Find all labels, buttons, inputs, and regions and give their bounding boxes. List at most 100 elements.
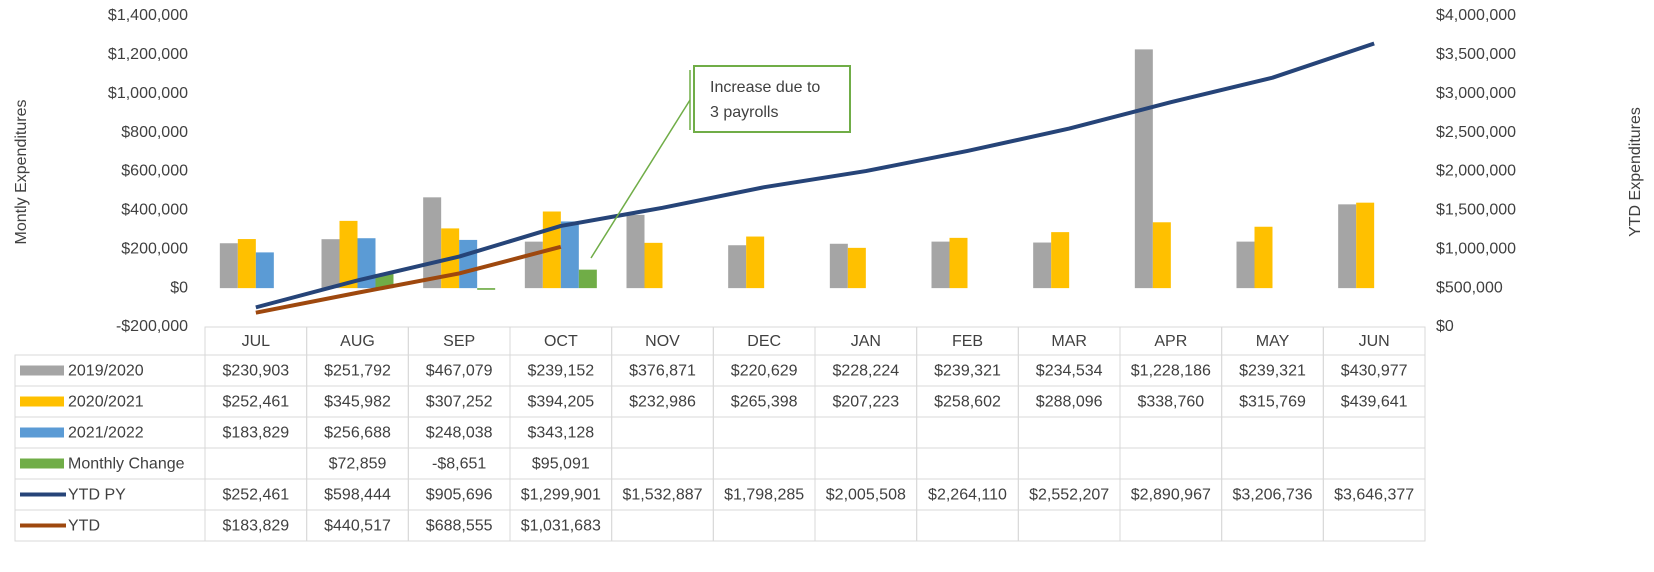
table-value: $343,128 xyxy=(527,425,594,442)
table-value: $439,641 xyxy=(1341,394,1408,411)
bar xyxy=(375,273,394,289)
legend-label: 2021/2022 xyxy=(68,425,144,442)
x-tick-label: APR xyxy=(1154,333,1187,350)
table-cell xyxy=(1322,447,1426,480)
annotation: Increase due to 3 payrolls xyxy=(590,65,851,259)
y2-axis-title: YTD Expenditures xyxy=(1627,107,1644,237)
y-tick-label: $200,000 xyxy=(121,240,188,257)
y-tick-label: $400,000 xyxy=(121,202,188,219)
table-cell xyxy=(814,509,918,542)
legend-key xyxy=(20,365,64,376)
table-cell xyxy=(1017,509,1121,542)
y2-tick-label: $2,000,000 xyxy=(1436,163,1516,180)
bar xyxy=(1338,204,1357,289)
bar xyxy=(477,288,496,290)
bar xyxy=(524,241,543,289)
table-cell xyxy=(916,509,1019,542)
table-value: $72,859 xyxy=(329,456,387,473)
table-value: $598,444 xyxy=(324,487,391,504)
y-axis-title: Montly Expenditures xyxy=(13,100,30,245)
table-cell xyxy=(204,447,308,480)
table-cell xyxy=(916,447,1019,480)
y2-tick-label: $1,500,000 xyxy=(1436,202,1516,219)
table-value: $376,871 xyxy=(629,363,696,380)
bar xyxy=(1033,242,1052,289)
table-value: $239,152 xyxy=(527,363,594,380)
table-value: $239,321 xyxy=(934,363,1001,380)
table-value: $430,977 xyxy=(1341,363,1408,380)
table-value: $1,798,285 xyxy=(724,487,804,504)
x-tick-label: JUN xyxy=(1359,333,1390,350)
bar xyxy=(321,239,340,289)
table-cell xyxy=(712,447,816,480)
table-value: $239,321 xyxy=(1239,363,1306,380)
table-value: $307,252 xyxy=(426,394,493,411)
table-value: $228,224 xyxy=(832,363,899,380)
table-cell xyxy=(1221,447,1324,480)
y2-tick-label: $4,000,000 xyxy=(1436,7,1516,24)
table-value: $288,096 xyxy=(1036,394,1103,411)
table-value: $252,461 xyxy=(222,487,289,504)
y2-tick-label: $2,500,000 xyxy=(1436,124,1516,141)
bar xyxy=(1134,49,1153,289)
callout-box xyxy=(693,65,851,133)
bar xyxy=(949,237,968,289)
table-value: $265,398 xyxy=(731,394,798,411)
table-value: $688,555 xyxy=(426,518,493,535)
y2-tick-label: $500,000 xyxy=(1436,279,1503,296)
table-value: $394,205 xyxy=(527,394,594,411)
legend-key xyxy=(20,396,64,407)
bar xyxy=(931,241,950,289)
x-tick-label: SEP xyxy=(443,333,475,350)
table-cell xyxy=(1221,416,1324,449)
x-tick-label: NOV xyxy=(645,333,680,350)
table-value: $338,760 xyxy=(1137,394,1204,411)
table-value: $1,299,901 xyxy=(521,487,601,504)
bar xyxy=(255,252,274,289)
table-value: $1,532,887 xyxy=(622,487,702,504)
x-tick-label: MAY xyxy=(1256,333,1290,350)
legend-key xyxy=(20,458,64,469)
table-value: $467,079 xyxy=(426,363,493,380)
line xyxy=(255,244,562,315)
table-value: $230,903 xyxy=(222,363,289,380)
table-cell xyxy=(712,416,816,449)
table-value: $256,688 xyxy=(324,425,391,442)
bar xyxy=(644,242,663,289)
table-value: $183,829 xyxy=(222,518,289,535)
x-tick-label: JAN xyxy=(851,333,881,350)
legend-label: YTD PY xyxy=(68,487,126,504)
bar xyxy=(1236,241,1255,289)
table-value: $232,986 xyxy=(629,394,696,411)
y2-tick-label: $3,000,000 xyxy=(1436,85,1516,102)
bar xyxy=(1356,202,1375,289)
y-tick-label: $800,000 xyxy=(121,124,188,141)
bar xyxy=(847,247,866,289)
bar xyxy=(237,239,256,289)
table-cell xyxy=(611,447,714,480)
table-cell xyxy=(1119,509,1223,542)
table-value: $440,517 xyxy=(324,518,391,535)
annotation-text: Increase due to xyxy=(710,79,820,96)
table-value: $1,031,683 xyxy=(521,518,601,535)
table-value: $252,461 xyxy=(222,394,289,411)
callout-leader xyxy=(590,99,691,259)
table-value: $2,890,967 xyxy=(1131,487,1211,504)
table-cell xyxy=(1017,416,1121,449)
y2-tick-label: $3,500,000 xyxy=(1436,46,1516,63)
table-value: $2,264,110 xyxy=(928,487,1007,504)
table-cell xyxy=(1119,416,1223,449)
legend-label: 2019/2020 xyxy=(68,363,144,380)
y-tick-label: $1,000,000 xyxy=(108,85,188,102)
table-cell xyxy=(712,509,816,542)
table-value: $248,038 xyxy=(426,425,493,442)
table-value: $345,982 xyxy=(324,394,391,411)
legend-key xyxy=(20,427,64,438)
x-tick-label: DEC xyxy=(747,333,781,350)
bar xyxy=(728,245,747,289)
y2-tick-label: $0 xyxy=(1436,318,1454,335)
legend-label: YTD xyxy=(68,518,100,535)
bar xyxy=(578,269,597,289)
bar xyxy=(339,220,358,289)
